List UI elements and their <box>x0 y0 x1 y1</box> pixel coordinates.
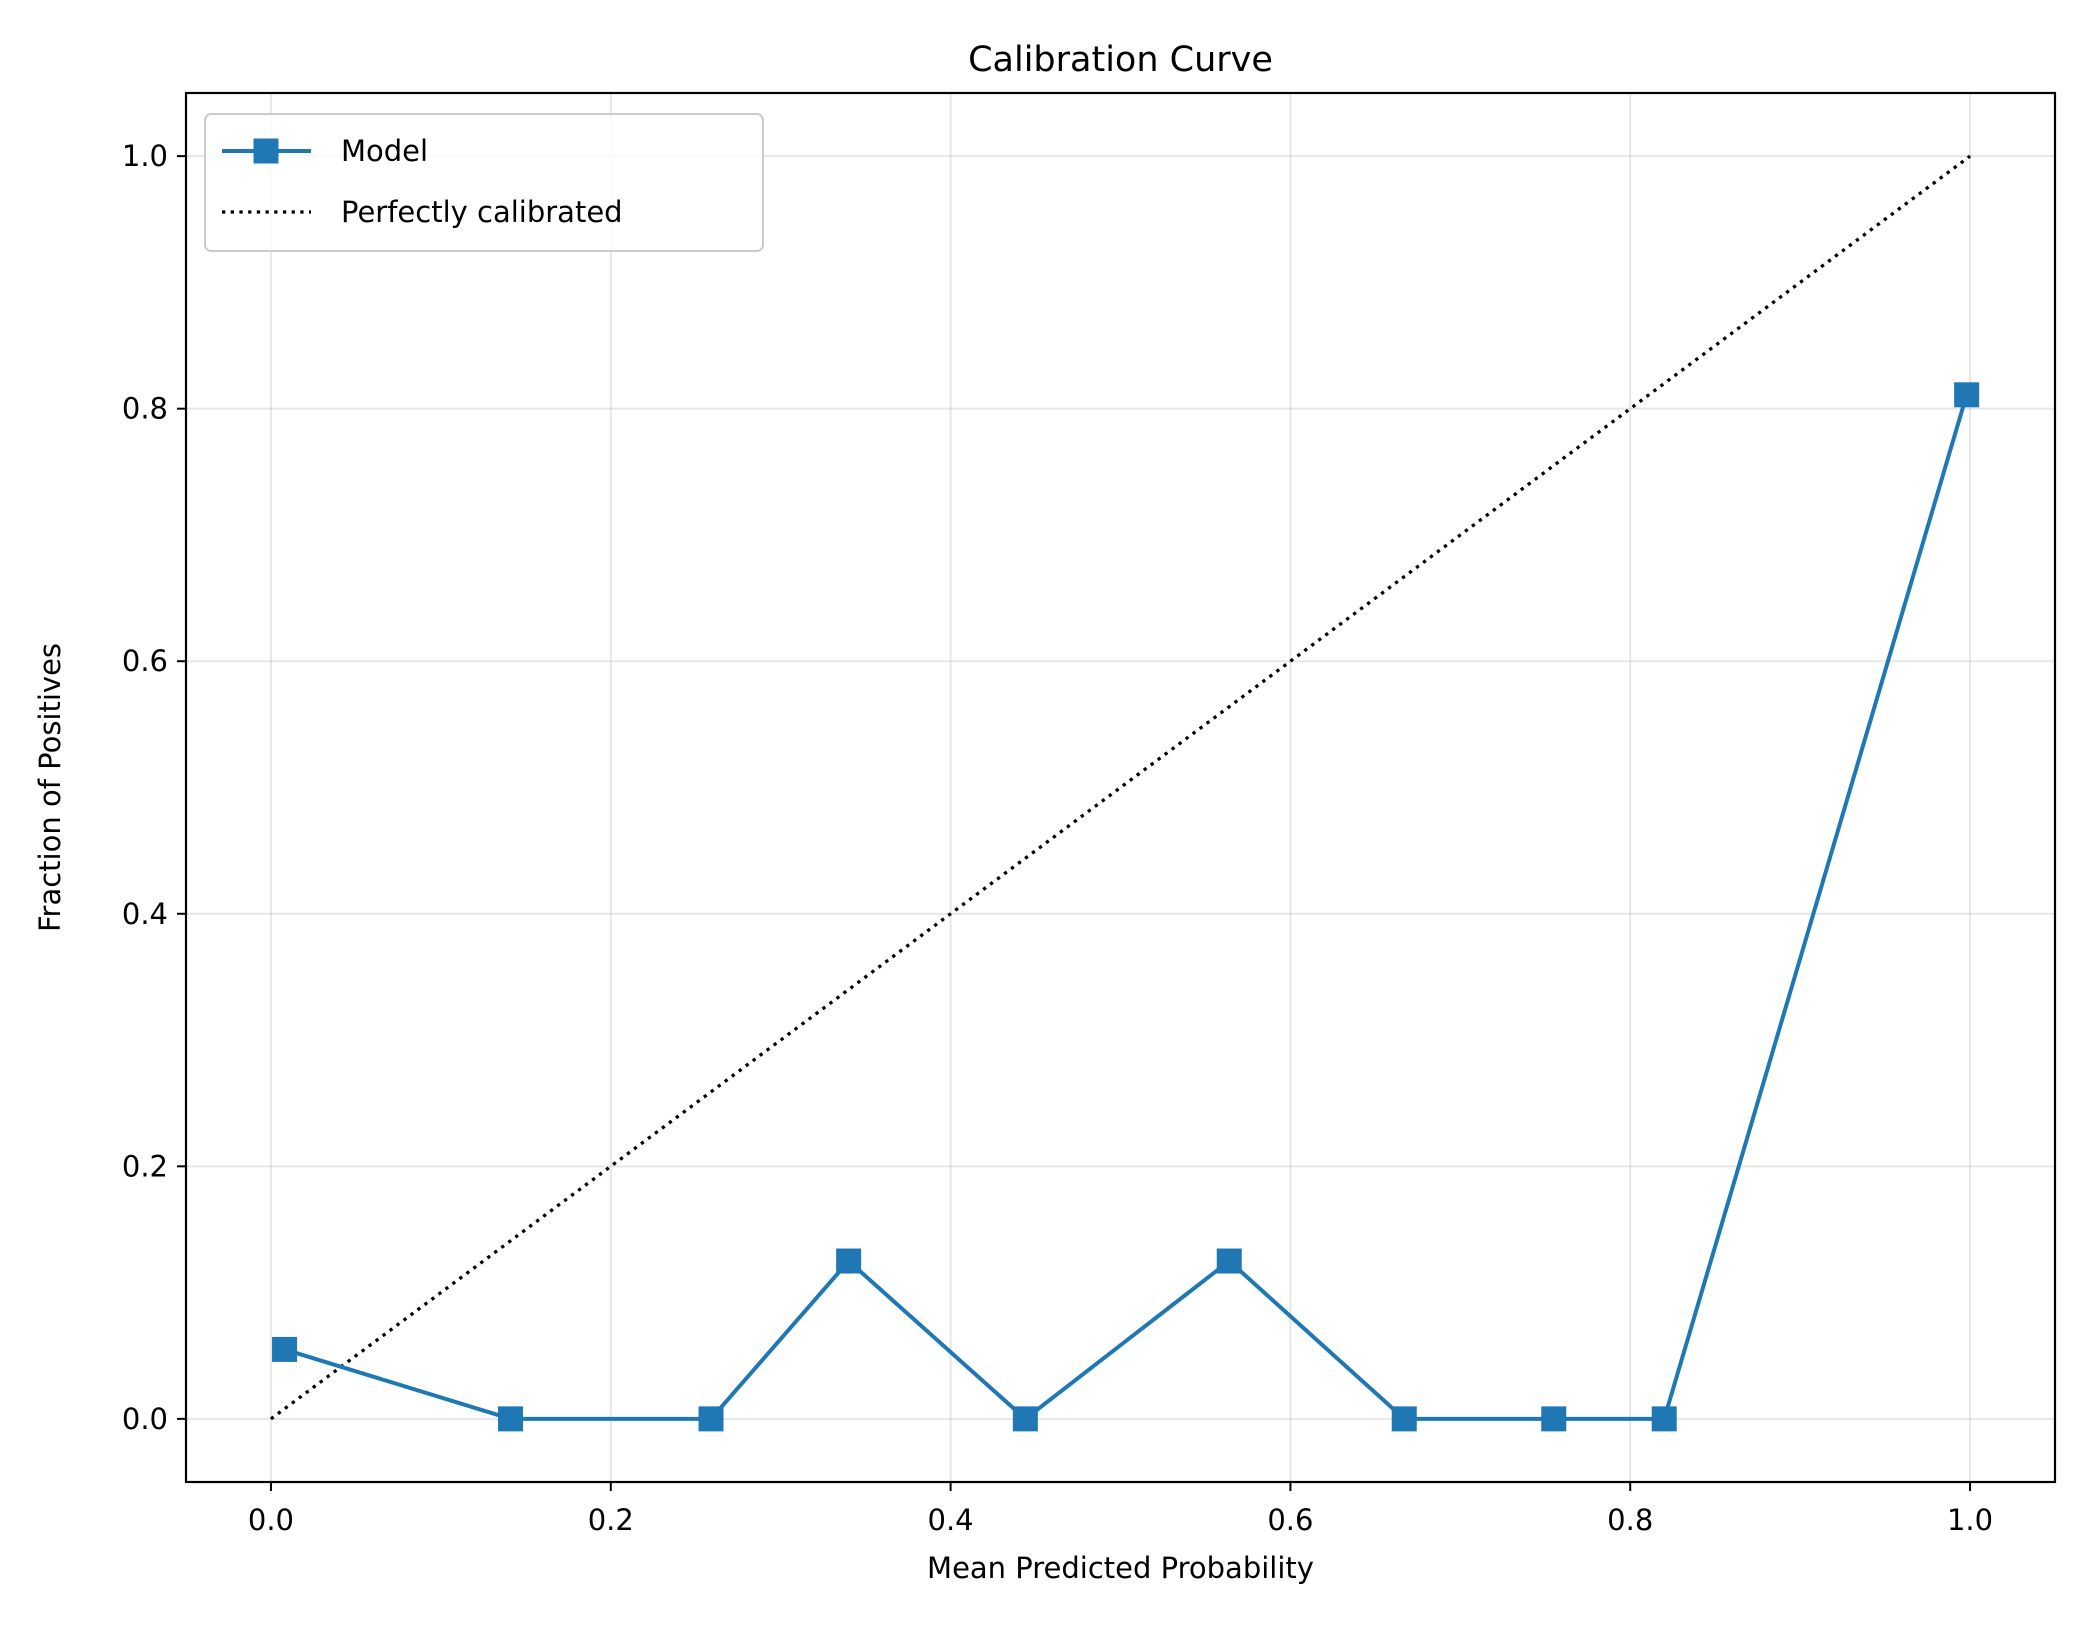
axis-ticks: 0.0 0.2 0.4 0.6 0.8 1.0 0.0 0.2 0.4 0.6 0.8 1.0 <box>122 139 1993 1537</box>
grid-lines <box>186 93 2055 1482</box>
x-tick-label: 0.6 <box>1267 1503 1313 1537</box>
legend-box <box>204 113 764 252</box>
model-point <box>1651 1406 1677 1432</box>
model-point <box>1216 1248 1242 1274</box>
y-tick-label: 0.4 <box>122 897 168 931</box>
y-tick-label: 0.6 <box>122 644 168 678</box>
model-line <box>283 394 1969 1421</box>
model-point <box>698 1406 724 1432</box>
x-tick-label: 0.2 <box>588 1503 634 1537</box>
x-tick-label: 1.0 <box>1947 1503 1993 1537</box>
model-point <box>498 1406 524 1432</box>
chart-title: Calibration Curve <box>968 40 1273 80</box>
y-tick-label: 1.0 <box>122 139 168 173</box>
legend-perfect-label: Perfectly calibrated <box>341 195 623 229</box>
model-point <box>836 1248 862 1274</box>
legend-model-label: Model <box>341 134 428 168</box>
model-point <box>272 1336 298 1362</box>
legend-model-marker <box>253 138 279 164</box>
y-axis-label: Fraction of Positives <box>33 643 67 932</box>
plot-frame <box>184 91 2057 1484</box>
model-point <box>1391 1406 1417 1432</box>
model-point <box>1954 382 1980 408</box>
plot-series <box>269 154 1980 1432</box>
x-tick-label: 0.4 <box>928 1503 974 1537</box>
x-tick-label: 0.8 <box>1607 1503 1653 1537</box>
model-point <box>1012 1406 1038 1432</box>
legend: Model Perfectly calibrated <box>204 113 764 252</box>
model-point <box>1541 1406 1567 1432</box>
y-tick-label: 0.8 <box>122 392 168 426</box>
y-tick-label: 0.2 <box>122 1149 168 1183</box>
x-tick-label: 0.0 <box>248 1503 294 1537</box>
y-tick-label: 0.0 <box>122 1402 168 1436</box>
x-axis-label: Mean Predicted Probability <box>927 1551 1314 1585</box>
